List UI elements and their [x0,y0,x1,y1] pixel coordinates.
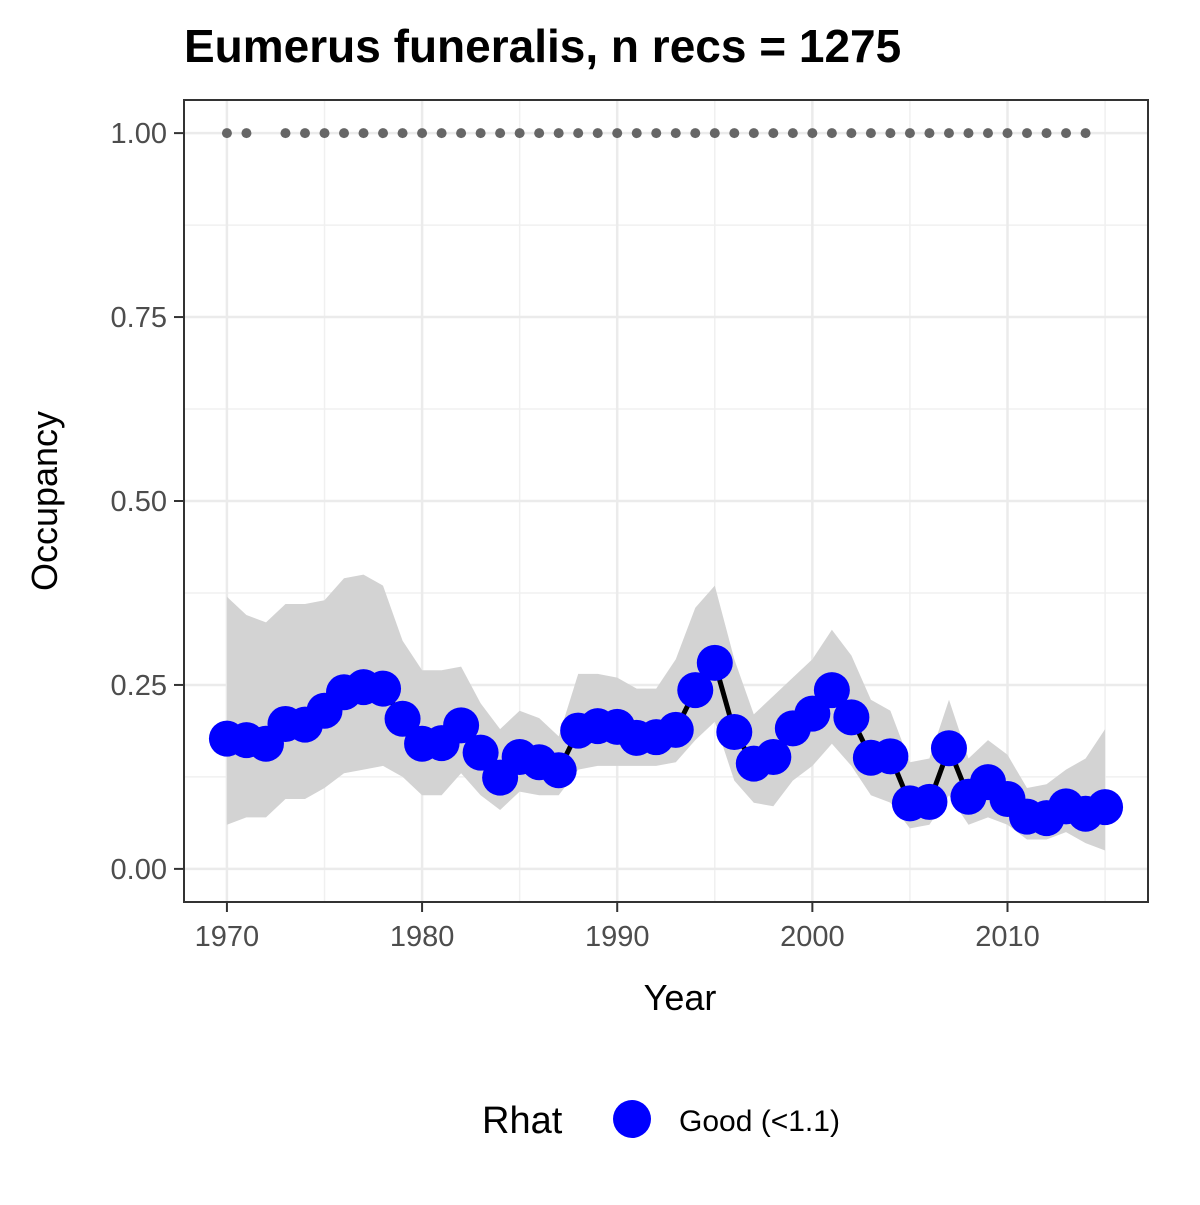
data-point [462,734,499,771]
legend-label-good: Good (<1.1) [679,1105,840,1138]
record-year-dot [982,128,993,139]
record-year-dot [768,128,779,139]
data-point [657,711,694,748]
data-points [208,128,1124,837]
record-year-dot [339,128,350,139]
data-point [930,730,967,767]
record-year-dot [690,128,701,139]
record-year-dot [319,128,330,139]
y-axis-title: Occupancy [24,411,65,591]
record-year-dot [963,128,974,139]
record-year-dot [924,128,935,139]
data-point [540,752,577,789]
legend: Rhat Good (<1.1) [482,1100,840,1142]
record-year-dot [280,128,291,139]
y-tick-label: 0.00 [111,854,167,886]
record-year-dot [943,128,954,139]
x-tick-label: 1970 [195,921,260,953]
x-tick-label: 2000 [780,921,845,953]
axes: 0.00 0.25 0.50 0.75 1.00 1970 1980 1990 2000 2010 [111,118,1040,953]
record-year-dot [1061,128,1072,139]
record-year-dot [221,128,232,139]
x-tick-label: 1990 [585,921,650,953]
record-year-dot [475,128,486,139]
record-year-dot [456,128,467,139]
record-year-dot [729,128,740,139]
record-year-dot [904,128,915,139]
data-point [384,700,421,737]
data-point [755,739,792,776]
record-year-dot [553,128,564,139]
record-year-dot [826,128,837,139]
data-point [365,670,402,707]
record-year-dot [514,128,525,139]
record-year-dot [573,128,584,139]
record-year-dot [709,128,720,139]
y-tick-label: 0.50 [111,486,167,518]
legend-key-good [613,1100,651,1138]
record-year-dot [417,128,428,139]
record-year-dot [495,128,506,139]
data-point [716,714,753,751]
record-year-dot [612,128,623,139]
record-year-dot [1022,128,1033,139]
record-year-dot [631,128,642,139]
record-year-dot [748,128,759,139]
record-year-dot [651,128,662,139]
y-tick-label: 1.00 [111,118,167,150]
x-tick-label: 2010 [975,921,1040,953]
record-year-dot [534,128,545,139]
record-year-dot [397,128,408,139]
record-year-dot [299,128,310,139]
data-point [872,738,909,775]
chart-title: Eumerus funeralis, n recs = 1275 [184,20,901,72]
record-year-dot [378,128,389,139]
record-year-dot [436,128,447,139]
record-year-dot [885,128,896,139]
data-point [911,783,948,820]
x-tick-label: 1980 [390,921,455,953]
legend-title: Rhat [482,1100,563,1142]
record-year-dot [241,128,252,139]
data-point [1087,789,1124,826]
y-tick-label: 0.25 [111,670,167,702]
y-tick-label: 0.75 [111,302,167,334]
data-point [677,672,714,709]
record-year-dot [807,128,818,139]
record-year-dot [1041,128,1052,139]
data-point [696,644,733,681]
confidence-band [226,574,1106,851]
data-point [833,699,870,736]
record-year-dot [787,128,798,139]
record-year-dot [358,128,369,139]
x-axis-title: Year [644,977,717,1018]
confidence-band-area [226,574,1106,851]
record-year-dot [1002,128,1013,139]
data-point [813,672,850,709]
record-year-dot [592,128,603,139]
record-year-dot [670,128,681,139]
data-point [443,707,480,744]
record-year-dot [865,128,876,139]
record-year-dot [1080,128,1091,139]
record-year-dot [846,128,857,139]
